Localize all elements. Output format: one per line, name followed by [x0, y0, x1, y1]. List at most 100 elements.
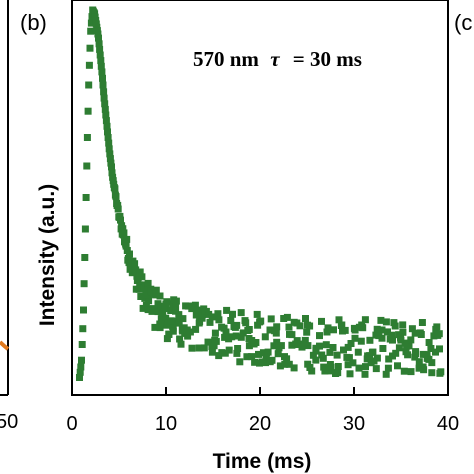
data-point [290, 364, 298, 372]
x-tick-label: 10 [155, 413, 177, 435]
data-point [138, 273, 146, 281]
data-point [266, 326, 274, 334]
data-point [156, 324, 164, 332]
data-point [253, 310, 261, 318]
data-point [399, 328, 407, 336]
annotation-wavelength: 570 nm [193, 47, 259, 71]
data-point [192, 311, 200, 319]
data-point [327, 363, 335, 371]
data-point [142, 302, 150, 309]
data-point [436, 345, 443, 353]
data-point [349, 359, 357, 367]
data-point [245, 342, 253, 350]
data-point [351, 334, 359, 342]
data-point [84, 107, 92, 115]
data-point [312, 346, 320, 354]
data-point [237, 333, 245, 341]
panel-label-b: (b) [20, 10, 47, 35]
data-point [94, 30, 102, 38]
data-point [255, 350, 262, 358]
data-point [144, 279, 152, 287]
data-point [165, 331, 173, 338]
data-point [344, 361, 352, 369]
data-point [102, 117, 110, 125]
data-point [95, 40, 103, 48]
data-point [196, 318, 204, 326]
data-point [252, 339, 260, 346]
data-point [378, 326, 386, 334]
data-point [106, 155, 114, 163]
data-point [95, 34, 102, 42]
data-point [280, 315, 288, 322]
x-tick-label: 0 [66, 413, 77, 435]
data-point [204, 338, 212, 346]
data-point [200, 344, 208, 352]
data-point [159, 318, 167, 326]
data-point [276, 362, 284, 370]
data-point [385, 355, 393, 363]
data-point [221, 349, 229, 357]
data-point [384, 328, 391, 336]
data-point [433, 323, 441, 331]
data-point [325, 367, 333, 375]
data-point [382, 370, 390, 378]
data-point [333, 351, 341, 359]
data-point [193, 306, 201, 314]
data-point [152, 286, 160, 294]
y-axis-label: Intensity (a.u.) [36, 184, 59, 326]
data-point [285, 360, 293, 368]
data-point [169, 327, 177, 335]
data-point [175, 311, 183, 319]
data-point [335, 316, 343, 324]
data-point [262, 359, 269, 367]
data-point [392, 349, 400, 357]
data-point [359, 324, 367, 332]
data-point [415, 358, 423, 366]
data-point [407, 336, 415, 344]
data-point [322, 341, 330, 349]
data-point [228, 333, 236, 341]
x-tick-label: 20 [249, 413, 271, 435]
data-point [368, 348, 376, 356]
data-point [176, 335, 184, 343]
data-point [411, 329, 419, 337]
lifetime-annotation: 570 nm τ = 30 ms [193, 47, 362, 71]
data-point [432, 348, 439, 356]
data-point [285, 323, 293, 331]
data-point [419, 350, 427, 358]
data-point [395, 344, 403, 352]
data-point [86, 44, 94, 52]
data-point [389, 336, 396, 344]
data-point [251, 358, 259, 366]
data-point [99, 74, 106, 82]
data-point [80, 306, 87, 314]
data-point [124, 254, 132, 262]
data-point [347, 340, 355, 347]
data-point [248, 353, 256, 361]
data-point [172, 297, 180, 305]
data-point [81, 225, 89, 233]
data-point [227, 317, 235, 324]
data-point [152, 291, 160, 299]
data-point [388, 331, 396, 339]
data-point [330, 326, 337, 334]
data-point [109, 177, 117, 185]
data-point [361, 370, 369, 378]
data-point [99, 81, 107, 89]
data-point [405, 342, 413, 350]
data-point [373, 325, 381, 333]
data-point [188, 344, 196, 352]
data-point [144, 306, 152, 314]
data-point [326, 348, 334, 356]
data-point [261, 333, 269, 341]
data-point [425, 339, 433, 346]
data-point [354, 348, 362, 356]
data-point [82, 194, 90, 201]
data-point [108, 163, 115, 171]
data-point [419, 363, 427, 371]
data-point [103, 122, 111, 130]
data-point [304, 342, 312, 350]
data-point [212, 337, 220, 345]
data-point [117, 216, 124, 224]
data-point [119, 225, 127, 233]
